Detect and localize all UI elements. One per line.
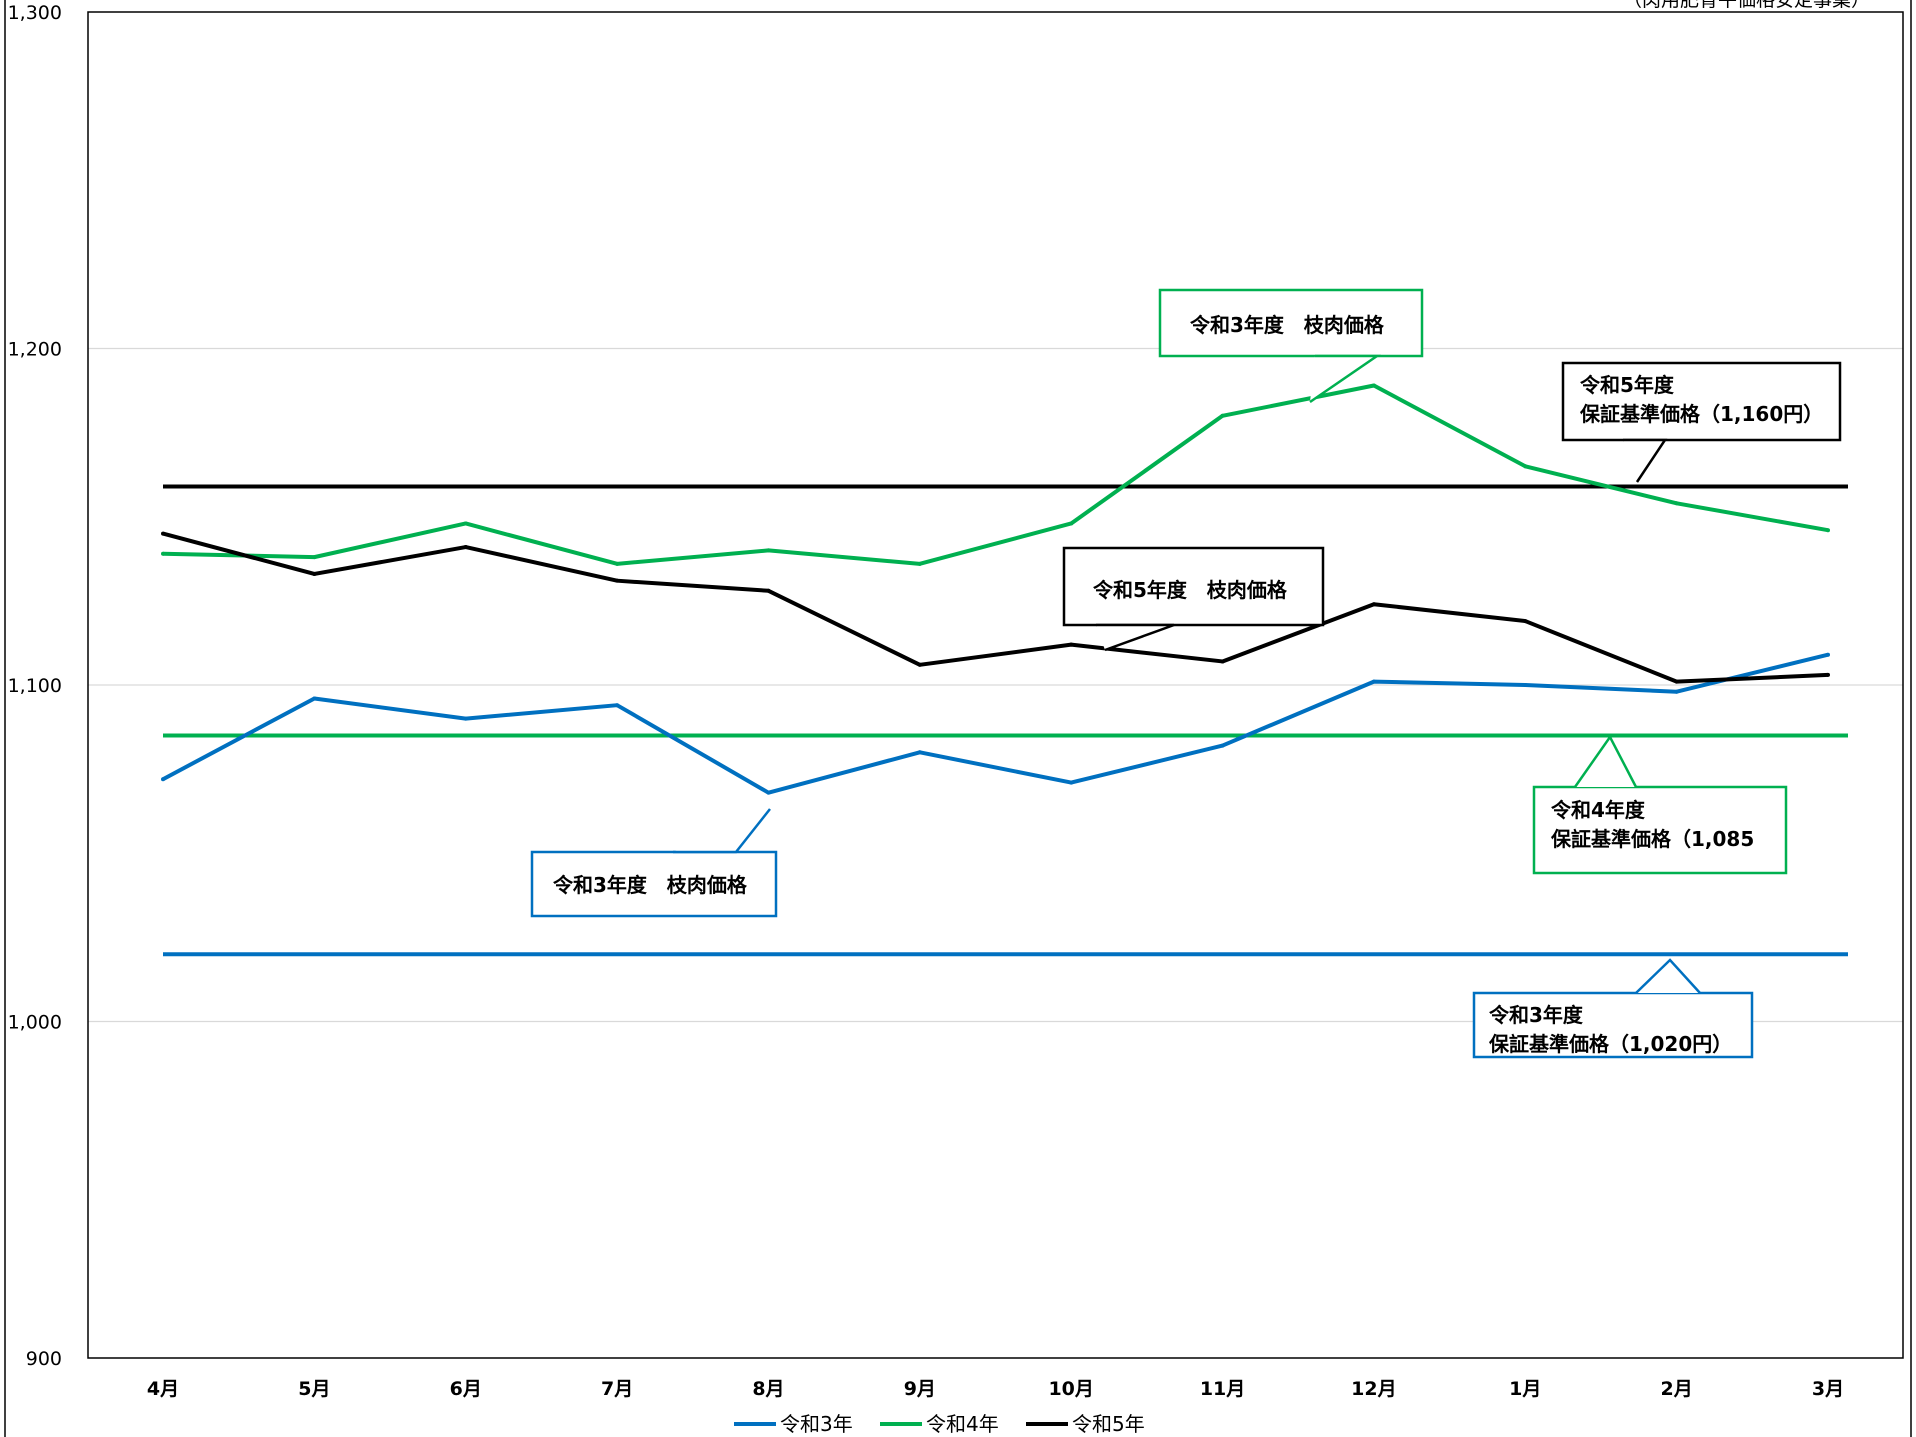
data-point-r4 [1826, 528, 1830, 533]
callout-text: 令和3年度 枝肉価格 [1190, 313, 1385, 337]
series-line-r5 [162, 531, 1829, 684]
x-tick-label: 7月 [601, 1378, 633, 1400]
series-line-r4 [162, 383, 1829, 566]
callout-a_r4_price: 令和3年度 枝肉価格 [1158, 288, 1424, 404]
x-tick-label: 10月 [1048, 1378, 1093, 1400]
data-point-r3 [463, 716, 468, 721]
legend: 令和3年 令和4年 令和5年 [734, 1412, 1145, 1436]
price-series [161, 383, 1830, 795]
data-point-r5 [1674, 679, 1679, 684]
callout-text: 令和4年度 [1551, 798, 1646, 822]
callout-tail [1623, 438, 1668, 483]
x-tick-label: 6月 [450, 1378, 482, 1400]
x-tick-label: 5月 [298, 1378, 330, 1400]
data-point-r5 [917, 662, 922, 667]
data-point-r3 [1826, 652, 1830, 657]
callout-text: 令和5年度 [1580, 373, 1675, 397]
data-point-r3 [312, 696, 317, 701]
x-tick-label: 11月 [1200, 1378, 1245, 1400]
data-point-r3 [917, 750, 922, 755]
data-point-r3 [766, 790, 771, 795]
callout-tail-fill [1623, 440, 1665, 482]
y-axis: 900 1,000 1,100 1,200 1,300 [8, 2, 62, 1370]
data-point-r3 [1220, 743, 1225, 748]
guarantee-lines [163, 484, 1848, 957]
data-point-r5 [1523, 619, 1528, 624]
data-point-r4 [917, 561, 922, 566]
callout-box [1062, 546, 1325, 627]
data-point-r3 [1069, 780, 1074, 785]
callout-text: 保証基準価格（1,020円） [1488, 1032, 1732, 1056]
series-line-r3 [162, 652, 1829, 795]
callout-tail [1309, 354, 1382, 404]
callout-a_r5_price: 令和5年度 枝肉価格 [1062, 546, 1325, 652]
y-tick-label: 1,100 [8, 675, 62, 697]
x-tick-label: 9月 [904, 1378, 936, 1400]
callout-tail [1573, 734, 1638, 788]
callout-tail-fill [1575, 737, 1636, 787]
callout-tail-fill [673, 809, 770, 852]
data-point-r5 [1220, 659, 1225, 664]
callout-text: 令和3年度 枝肉価格 [553, 873, 748, 897]
data-point-r3 [161, 777, 165, 782]
callout-tail [673, 808, 771, 854]
callout-text: 保証基準価格（1,085 [1550, 827, 1754, 851]
data-point-r5 [766, 588, 771, 593]
callout-text: 令和3年度 [1489, 1003, 1584, 1027]
x-tick-label: 1月 [1509, 1378, 1541, 1400]
x-tick-label: 3月 [1812, 1378, 1844, 1400]
data-point-r5 [615, 578, 620, 583]
callout-tail-fill [1636, 960, 1700, 993]
x-axis: 4月 5月 6月 7月 8月 9月 10月 11月 12月 1月 2月 3月 [147, 1378, 1844, 1400]
x-tick-label: 4月 [147, 1378, 179, 1400]
data-point-r4 [1674, 501, 1679, 506]
data-point-r3 [1371, 679, 1376, 684]
data-point-r4 [615, 561, 620, 566]
source-note: （肉用肥育牛価格安定事業） [1623, 0, 1870, 11]
y-tick-label: 900 [26, 1348, 62, 1370]
callout-box [1472, 991, 1754, 1059]
callout-tail [1635, 958, 1701, 994]
callout-box [1158, 288, 1424, 358]
y-tick-label: 1,000 [8, 1012, 62, 1034]
data-point-r5 [1371, 602, 1376, 607]
data-point-r3 [615, 703, 620, 708]
callout-a_r3_price: 令和3年度 枝肉価格 [530, 808, 778, 918]
data-point-r5 [312, 571, 317, 576]
y-tick-label: 1,300 [8, 2, 62, 24]
data-point-r4 [161, 551, 165, 556]
data-point-r4 [1220, 413, 1225, 418]
data-point-r4 [1069, 521, 1074, 526]
callout-text: 保証基準価格（1,160円） [1579, 402, 1823, 426]
callout-box [530, 850, 778, 918]
data-point-r4 [1523, 464, 1528, 469]
callout-box [1532, 785, 1788, 875]
y-tick-label: 1,200 [8, 339, 62, 361]
data-point-r4 [766, 548, 771, 553]
data-point-r5 [463, 545, 468, 550]
data-point-r4 [312, 555, 317, 560]
data-point-r4 [1371, 383, 1376, 388]
data-point-r5 [1826, 672, 1830, 677]
x-tick-label: 8月 [752, 1378, 784, 1400]
callout-tail [1096, 623, 1175, 652]
data-point-r4 [463, 521, 468, 526]
plot-area [87, 11, 1904, 1359]
legend-label: 令和4年 [926, 1412, 999, 1436]
x-tick-label: 12月 [1351, 1378, 1396, 1400]
x-tick-label: 2月 [1661, 1378, 1693, 1400]
callout-box [1561, 361, 1842, 442]
data-point-r3 [1674, 689, 1679, 694]
legend-label: 令和3年 [780, 1412, 853, 1436]
data-point-r5 [1069, 642, 1074, 647]
callout-text: 令和5年度 枝肉価格 [1093, 578, 1288, 602]
data-point-r3 [1523, 683, 1528, 687]
data-point-r5 [161, 531, 165, 536]
legend-label: 令和5年 [1072, 1412, 1145, 1436]
